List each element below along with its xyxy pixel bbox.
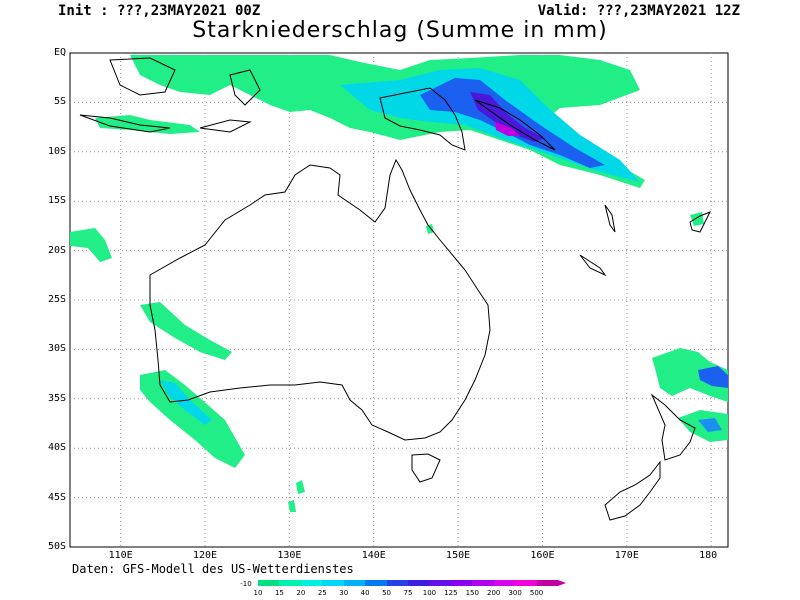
precip-core-purple: [495, 122, 520, 136]
lat-tick-label: 35S: [47, 392, 66, 404]
legend-level-label: 30: [339, 589, 349, 597]
coastline-sulawesi: [229, 69, 261, 106]
lon-tick-label: 150E: [446, 550, 471, 561]
lat-tick-label: 40S: [47, 442, 66, 454]
coastline-vanuatu: [604, 204, 616, 233]
legend-color-box: [472, 580, 494, 586]
legend-arrow-icon: [558, 580, 566, 586]
precip-patch-timor: [95, 115, 200, 134]
legend-color-box: [386, 580, 408, 586]
legend-color-box: [322, 580, 344, 586]
legend-color-box: [408, 580, 430, 586]
precip-patch-coral: [426, 224, 434, 234]
precip-patch-east-1: [652, 348, 728, 402]
legend-color-box: [300, 580, 323, 586]
coastline-tasmania: [411, 453, 441, 483]
coastline-fiji: [689, 211, 712, 233]
legend-color-box: [450, 580, 473, 586]
legend-color-box: [536, 580, 558, 586]
legend-level-label: 25: [317, 589, 327, 597]
legend-color-box: [515, 580, 537, 586]
precip-band-southwest: [140, 302, 232, 360]
precip-patch-nz-med: [698, 418, 722, 432]
lat-tick-label: 5S: [53, 96, 66, 108]
lat-tick-label: 45S: [47, 491, 66, 503]
lat-tick-label: 15S: [47, 195, 66, 207]
precip-band-south-med: [160, 380, 212, 425]
lon-tick-label: 180: [699, 550, 718, 561]
legend-level-label: 500: [529, 589, 544, 597]
coastline-australia: [149, 158, 491, 441]
legend-level-label: 75: [403, 589, 413, 597]
legend-level-label: 150: [465, 589, 479, 597]
precipitation-areas: [70, 55, 728, 512]
legend-color-box: [365, 580, 387, 586]
lat-tick-label: 10S: [47, 145, 66, 157]
lat-tick-label: 20S: [47, 244, 66, 256]
lon-tick-label: 170E: [614, 550, 639, 561]
precip-patch-west-1: [70, 228, 112, 262]
legend-level-label: 300: [508, 589, 522, 597]
legend-level-label: 15: [274, 589, 284, 597]
lon-tick-label: 140E: [361, 550, 386, 561]
lon-tick-label: 110E: [108, 550, 133, 561]
coastline-java: [79, 114, 171, 133]
legend-level-label: 200: [487, 589, 501, 597]
legend-color-box: [343, 580, 366, 586]
color-legend: -10 10 15 20 25 30 40 50 75 100 125 150 200 300 500: [240, 580, 570, 598]
coastline-timor: [199, 119, 252, 133]
coastlines: [79, 57, 712, 521]
coastline-nz-north: [650, 393, 696, 461]
precip-patch-small-1: [296, 480, 305, 494]
lat-tick-label: 25S: [47, 294, 66, 305]
legend-level-label: 20: [296, 589, 306, 597]
map-grid: [70, 53, 728, 547]
legend-level-label: 100: [422, 589, 437, 597]
legend-level-label: 10: [253, 589, 263, 597]
precip-band-south: [140, 370, 245, 468]
coastline-nz-south: [604, 460, 661, 521]
legend-color-box: [279, 580, 301, 586]
coastline-new-guinea: [379, 87, 466, 151]
legend-level-label: 40: [360, 589, 370, 597]
legend-color-box: [429, 580, 451, 586]
lon-tick-label: 130E: [277, 550, 302, 561]
valid-time-label: Valid: ???,23MAY2021 12Z: [537, 3, 740, 19]
legend-min-label: -10: [240, 580, 252, 588]
init-time-label: Init : ???,23MAY2021 00Z: [58, 3, 261, 19]
coastline-borneo: [109, 57, 176, 96]
lat-tick-label: EQ: [53, 47, 66, 58]
data-credit: Daten: GFS-Modell des US-Wetterdienstes: [72, 562, 354, 576]
legend-level-label: 125: [444, 589, 458, 597]
legend-color-box: [493, 580, 516, 586]
precip-patch-small-2: [288, 500, 296, 512]
legend-level-label: 50: [382, 589, 392, 597]
map-title: Starkniederschlag (Summe in mm): [192, 18, 608, 43]
lat-tick-label: 50S: [47, 541, 66, 552]
precip-patch-east-heavy: [698, 366, 728, 388]
coastline-new-caledonia: [579, 254, 607, 277]
lat-tick-label: 30S: [47, 343, 66, 355]
lon-tick-label: 160E: [530, 550, 555, 561]
legend-color-box: [258, 580, 280, 586]
lon-tick-label: 120E: [192, 550, 218, 561]
coastline-solomons: [474, 99, 556, 151]
